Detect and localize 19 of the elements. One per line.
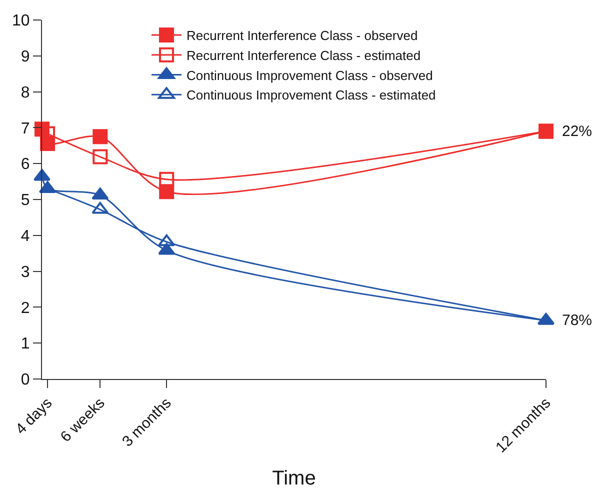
y-tick-label: 0 [20, 372, 30, 389]
y-tick-label: 6 [20, 156, 30, 174]
y-tick-label: 2 [20, 300, 30, 317]
y-tick-label: 1 [20, 336, 30, 353]
legend-label: Recurrent Interference Class - estimated [186, 48, 421, 63]
y-tick-label: 5 [20, 192, 30, 210]
y-tick-label: 8 [20, 84, 30, 102]
annotation: 78% [562, 312, 592, 329]
legend-label: Continuous Improvement Class - estimated [186, 88, 436, 103]
legend-label: Continuous Improvement Class - observed [186, 68, 433, 83]
y-tick-label: 4 [20, 228, 30, 245]
y-tick-label: 10 [12, 12, 30, 30]
x-tick-label: 4 days [12, 394, 56, 438]
y-tick-label: 3 [20, 264, 30, 281]
legend-label: Recurrent Interference Class - observed [186, 28, 418, 44]
x-axis-title: Time [272, 468, 316, 490]
y-tick-label: 9 [20, 48, 30, 66]
y-tick-label: 7 [20, 120, 30, 138]
annotation: 22% [562, 123, 592, 140]
